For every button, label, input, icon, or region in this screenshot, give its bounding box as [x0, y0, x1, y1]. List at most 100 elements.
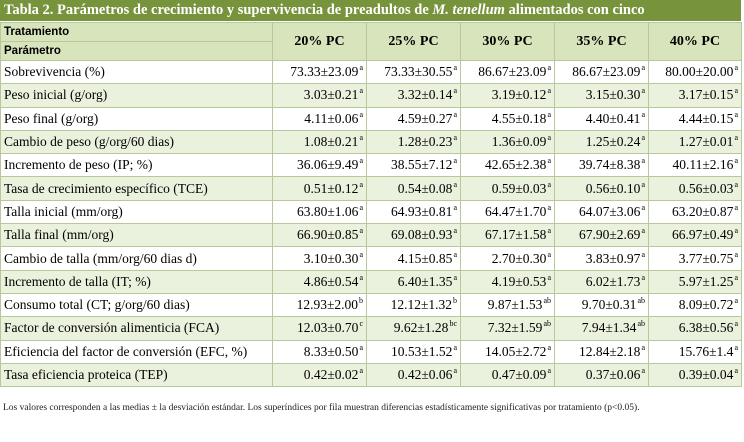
significance-superscript: a [453, 342, 457, 352]
cell-value: 86.67±23.09 [478, 64, 547, 80]
caption-prefix: Tabla 2. Parámetros de crecimiento y sup… [4, 2, 433, 18]
significance-superscript: a [734, 86, 738, 96]
table-cell: 63.20±0.87a [648, 199, 742, 225]
table-cell: 0.51±0.12a [272, 176, 367, 201]
cell-value: 7.94±1.34 [581, 320, 637, 336]
cell-value: 3.83±0.97 [585, 250, 641, 266]
significance-superscript: a [359, 342, 363, 352]
significance-superscript: a [359, 156, 363, 166]
cell-value: 6.38±0.56 [678, 320, 734, 336]
row-label: Tasa eficiencia proteica (TEP) [0, 362, 273, 388]
cell-value: 3.32±0.14 [397, 87, 453, 103]
significance-superscript: a [734, 342, 738, 352]
header-treatment: Tratamiento [0, 22, 273, 42]
table-cell: 6.38±0.56a [648, 316, 742, 341]
table-cell: 3.77±0.75a [648, 246, 742, 271]
table-row: Incremento de peso (IP; %) 36.06±9.49a 38.… [0, 153, 742, 178]
significance-superscript: a [734, 366, 738, 375]
table-cell: 5.97±1.25a [648, 269, 742, 294]
table-row: Cambio de peso (g/org/60 dias) 1.08±0.21a… [0, 129, 742, 155]
cell-value: 1.25±0.24 [585, 134, 641, 150]
significance-superscript: a [453, 133, 457, 143]
cell-value: 0.39±0.04 [678, 367, 734, 382]
table-row: Factor de conversión alimenticia (FCA) 12… [0, 316, 742, 341]
row-label: Peso inicial (g/org) [0, 83, 273, 108]
significance-superscript: bc [449, 319, 457, 329]
cell-value: 4.55±0.18 [491, 110, 547, 126]
cell-value: 73.33±30.55 [384, 64, 453, 80]
cell-value: 3.15±0.30 [585, 87, 641, 103]
significance-superscript: a [734, 179, 738, 189]
significance-superscript: a [734, 63, 738, 73]
table-row: Eficiencia del factor de conversión (EFC… [0, 339, 742, 364]
cell-value: 0.51±0.12 [303, 180, 359, 196]
significance-superscript: a [547, 366, 551, 375]
table-cell: 86.67±23.09a [554, 59, 649, 85]
significance-superscript: a [453, 249, 457, 259]
cell-value: 2.70±0.30 [491, 250, 547, 266]
table-cell: 9.70±0.31ab [554, 292, 649, 318]
table-cell: 64.47±1.70a [460, 199, 555, 225]
table-cell: 8.33±0.50a [272, 339, 367, 364]
significance-superscript: a [547, 133, 551, 143]
significance-superscript: a [641, 366, 645, 375]
table-cell: 0.47±0.09a [460, 362, 555, 388]
cell-value: 4.11±0.06 [304, 110, 359, 126]
table-cell: 2.70±0.30a [460, 246, 555, 271]
table-header: Tratamiento 20% PC 25% PC 30% PC 35% PC … [0, 22, 742, 61]
significance-superscript: a [359, 202, 363, 212]
cell-value: 66.90±0.85 [297, 227, 359, 243]
row-label: Sobrevivencia (%) [0, 59, 273, 85]
table-cell: 1.28±0.23a [366, 129, 461, 155]
cell-value: 4.59±0.27 [397, 110, 453, 126]
significance-superscript: ab [543, 296, 551, 306]
table-cell: 1.27±0.01a [648, 129, 742, 155]
row-label: Incremento de talla (IT; %) [0, 269, 273, 294]
table-row: Cambio de talla (mm/org/60 dias d) 3.10±0… [0, 246, 742, 271]
significance-superscript: a [359, 86, 363, 96]
cell-value: 1.08±0.21 [303, 134, 359, 150]
row-label: Talla final (mm/org) [0, 223, 273, 248]
table-cell: 9.62±1.28bc [366, 316, 461, 341]
cell-value: 3.10±0.30 [303, 250, 359, 266]
cell-value: 0.42±0.02 [303, 367, 359, 382]
table-cell: 3.15±0.30a [554, 83, 649, 108]
cell-value: 0.54±0.08 [397, 180, 453, 196]
table-cell: 1.25±0.24a [554, 129, 649, 155]
caption-species: M. tenellum [432, 2, 505, 18]
table-cell: 6.02±1.73a [554, 269, 649, 294]
cell-value: 7.32±1.59 [487, 320, 543, 336]
table-cell: 1.08±0.21a [272, 129, 367, 155]
significance-superscript: a [453, 179, 457, 189]
table-cell: 0.39±0.04a [648, 362, 742, 388]
table-cell: 0.42±0.06a [366, 362, 461, 388]
table-cell: 12.84±2.18a [554, 339, 649, 364]
column-header: 30% PC [460, 22, 555, 61]
cell-value: 12.12±1.32 [390, 297, 452, 313]
cell-value: 40.11±2.16 [672, 157, 734, 173]
cell-value: 6.40±1.35 [397, 273, 453, 289]
table-cell: 7.32±1.59ab [460, 316, 555, 341]
table-cell: 3.03±0.21a [272, 83, 367, 108]
cell-value: 10.53±1.52 [391, 343, 453, 359]
table-cell: 86.67±23.09a [460, 59, 555, 85]
cell-value: 39.74±8.38 [579, 157, 641, 173]
table-cell: 73.33±23.09a [272, 59, 367, 85]
significance-superscript: c [359, 319, 363, 329]
cell-value: 64.93±0.81 [391, 203, 453, 219]
significance-superscript: a [359, 133, 363, 143]
significance-superscript: a [453, 366, 457, 375]
table-cell: 8.09±0.72a [648, 292, 742, 318]
table-cell: 0.56±0.10a [554, 176, 649, 201]
table-cell: 4.86±0.54a [272, 269, 367, 294]
significance-superscript: ab [637, 319, 645, 329]
table-cell: 3.83±0.97a [554, 246, 649, 271]
row-label: Cambio de peso (g/org/60 dias) [0, 129, 273, 155]
significance-superscript: a [641, 342, 645, 352]
cell-value: 0.42±0.06 [397, 367, 453, 382]
table-cell: 0.54±0.08a [366, 176, 461, 201]
significance-superscript: a [359, 63, 363, 73]
table-cell: 14.05±2.72a [460, 339, 555, 364]
table-row: Sobrevivencia (%) 73.33±23.09a 73.33±30.55… [0, 59, 742, 85]
cell-value: 64.07±3.06 [579, 203, 641, 219]
